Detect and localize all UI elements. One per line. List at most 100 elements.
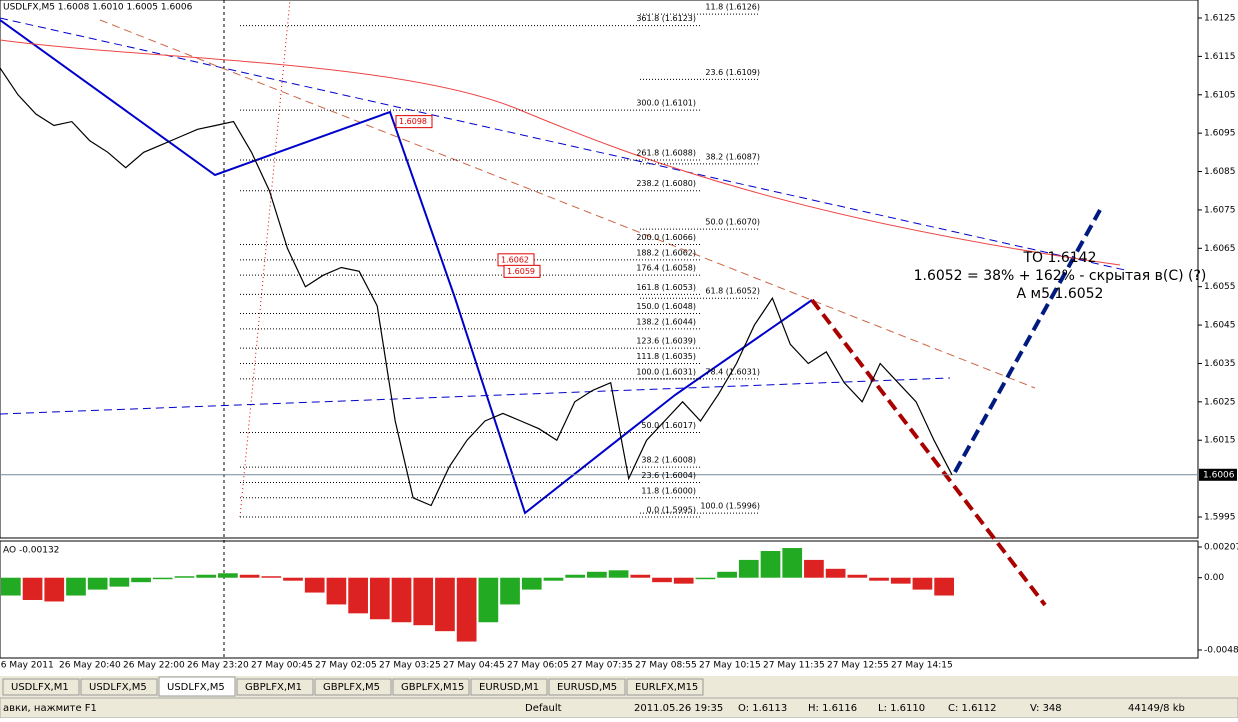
fib-label: 38.2 (1.6087) xyxy=(705,152,760,161)
ao-bar xyxy=(847,574,868,578)
price-mark-label: 1.6098 xyxy=(399,117,427,126)
y-tick-label: 1.6125 xyxy=(1204,14,1236,24)
tab[interactable] xyxy=(158,676,236,697)
tab[interactable] xyxy=(314,678,392,696)
ao-bar xyxy=(717,571,737,578)
brown-trendline xyxy=(99,19,1036,389)
tab-label[interactable]: GBPLFX,M5 xyxy=(323,682,380,693)
ao-bar xyxy=(478,577,499,623)
ao-bar xyxy=(369,577,390,620)
time-label: 27 May 14:15 xyxy=(891,661,953,671)
ao-bar xyxy=(22,577,43,600)
tab[interactable] xyxy=(548,678,626,696)
status-field: 44149/8 kb xyxy=(1128,703,1185,714)
y-tick-label: 1.6115 xyxy=(1204,52,1236,62)
fib-label: 23.6 (1.6109) xyxy=(705,68,760,77)
price-mark-label: 1.6062 xyxy=(501,255,529,264)
fib-label: 50.0 (1.6070) xyxy=(705,218,760,227)
time-label: 27 May 02:05 xyxy=(315,661,377,671)
y-tick-label: 1.6075 xyxy=(1204,205,1236,215)
time-label: 26 May 23:20 xyxy=(187,661,249,671)
zigzag xyxy=(0,19,813,515)
fib-label: 38.2 (1.6008) xyxy=(641,456,696,465)
ao-pane xyxy=(0,540,1199,659)
status-field: H: 1.6116 xyxy=(808,703,857,714)
current-price: 1.6006 xyxy=(1203,470,1235,480)
time-label: 27 May 12:55 xyxy=(827,661,889,671)
fib-label: 200.0 (1.6066) xyxy=(636,233,696,242)
y-tick-label: 1.5995 xyxy=(1204,513,1236,523)
fib-label: 23.6 (1.6004) xyxy=(641,471,696,480)
status-field: Default xyxy=(525,703,562,714)
ao-bar xyxy=(391,577,412,623)
time-label: 27 May 06:05 xyxy=(507,661,569,671)
ao-bar xyxy=(304,577,325,593)
fib-label: 61.8 (1.6052) xyxy=(705,287,760,296)
fib-label: 300.0 (1.6101) xyxy=(636,99,696,108)
blue-trendline xyxy=(0,377,951,415)
tab[interactable] xyxy=(470,678,548,696)
fib-label: 150.0 (1.6048) xyxy=(636,302,696,311)
forecast-down xyxy=(810,298,1047,607)
status-field: O: 1.6113 xyxy=(738,703,787,714)
ao-tick-label: -0.00487 xyxy=(1204,646,1238,656)
tab[interactable] xyxy=(80,678,158,696)
ao-tick-label: 0.00 xyxy=(1204,573,1224,583)
time-label: 27 May 03:25 xyxy=(379,661,441,671)
tab[interactable] xyxy=(2,678,80,696)
time-label: 27 May 00:45 xyxy=(251,661,313,671)
ao-bar xyxy=(760,551,781,578)
y-tick-label: 1.6105 xyxy=(1204,90,1236,100)
fib-label: 0.0 (1.5995) xyxy=(647,506,697,515)
ao-bar xyxy=(521,577,542,590)
tab-label[interactable]: GBPLFX,M1 xyxy=(245,682,302,693)
price-mark xyxy=(503,264,541,278)
ao-bar xyxy=(413,577,434,626)
price-line xyxy=(0,67,953,507)
fib-label: 138.2 (1.6044) xyxy=(636,317,696,326)
fib-label: 111.8 (1.6035) xyxy=(636,352,696,361)
ao-bar xyxy=(196,574,217,578)
ao-bar xyxy=(695,577,716,580)
tab-label[interactable]: USDLFX,M5 xyxy=(167,682,225,693)
ao-bar xyxy=(66,577,86,596)
time-label: 26 May 20:40 xyxy=(59,661,121,671)
fib-label: 123.6 (1.6039) xyxy=(636,337,696,346)
fib-label: 188.2 (1.6062) xyxy=(636,248,696,257)
tab[interactable] xyxy=(626,678,704,696)
ao-bar xyxy=(804,559,824,578)
ao-bar xyxy=(782,548,803,578)
tab-label[interactable]: USDLFX,M1 xyxy=(11,682,69,693)
ao-bar xyxy=(869,577,889,581)
y-tick-label: 1.6085 xyxy=(1204,167,1236,177)
ao-bar xyxy=(261,576,282,578)
annotation: ТО 1.6142 xyxy=(1022,250,1096,266)
tab-label[interactable]: GBPLFX,M15 xyxy=(401,682,464,693)
time-label: 26 May 22:00 xyxy=(123,661,185,671)
blue-trendline xyxy=(0,17,1126,271)
tab[interactable] xyxy=(392,678,470,696)
time-label: 27 May 11:35 xyxy=(763,661,825,671)
y-tick-label: 1.6055 xyxy=(1204,282,1236,292)
fib-label: 78.4 (1.6031) xyxy=(705,367,760,376)
tab-label[interactable]: EURUSD,M1 xyxy=(479,682,539,693)
tab-label[interactable]: EURUSD,M5 xyxy=(557,682,617,693)
vertical-trend xyxy=(239,0,291,518)
y-tick-label: 1.6045 xyxy=(1204,321,1236,331)
status-field: V: 348 xyxy=(1030,703,1062,714)
price-mark-label: 1.6059 xyxy=(507,267,535,276)
ao-bar xyxy=(456,577,477,642)
ao-bar xyxy=(500,577,520,605)
y-tick-label: 1.6015 xyxy=(1204,436,1236,446)
tab-label[interactable]: EURLFX,M15 xyxy=(635,682,698,693)
symbol-header: USDLFX,M5 1.6008 1.6010 1.6005 1.6006 xyxy=(3,3,193,13)
ao-bar xyxy=(738,559,759,578)
y-tick-label: 1.6035 xyxy=(1204,359,1236,369)
ao-bar xyxy=(435,577,455,632)
tab[interactable] xyxy=(236,678,314,696)
tab-label[interactable]: USDLFX,M5 xyxy=(89,682,147,693)
ao-bar xyxy=(1,577,21,596)
ao-tick-label: 0.00207 xyxy=(1204,543,1238,553)
ao-bar xyxy=(109,577,130,587)
